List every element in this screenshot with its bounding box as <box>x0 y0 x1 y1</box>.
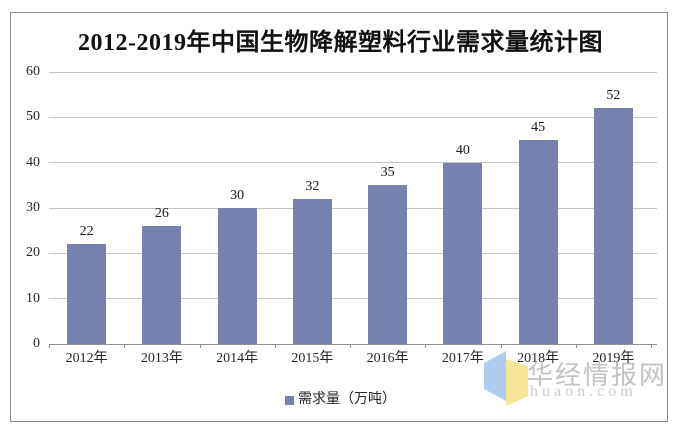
x-axis-label: 2012年 <box>65 351 108 366</box>
axis-tick <box>274 344 276 348</box>
gridline <box>49 207 657 209</box>
bar-value-label: 22 <box>79 224 94 240</box>
gridline <box>49 298 657 300</box>
y-axis-label: 0 <box>33 336 40 351</box>
y-axis-label: 50 <box>26 109 40 125</box>
y-axis-label: 10 <box>26 290 40 306</box>
x-axis-label: 2014年 <box>216 351 259 366</box>
axis-tick <box>575 344 577 348</box>
chart-frame <box>10 12 668 422</box>
legend-label: 需求量（万吨） <box>298 392 396 407</box>
x-axis-label: 2015年 <box>291 351 334 366</box>
x-axis-label: 2017年 <box>441 351 484 366</box>
axis-tick <box>350 344 351 348</box>
bar <box>142 226 182 344</box>
bar-value-label: 32 <box>305 178 320 194</box>
x-axis-line <box>49 344 657 345</box>
y-axis-label: 30 <box>26 200 40 215</box>
x-axis-label: 2019年 <box>592 351 635 366</box>
axis-tick <box>124 344 126 348</box>
x-axis-label: 2016年 <box>366 351 409 366</box>
bar <box>368 185 408 344</box>
bar <box>292 198 332 344</box>
axis-tick <box>500 344 502 348</box>
bar-value-label: 30 <box>230 188 245 203</box>
axis-tick <box>199 344 201 348</box>
gridline <box>49 162 657 164</box>
gridline <box>49 252 657 254</box>
axis-tick <box>425 344 427 348</box>
gridline <box>49 71 657 73</box>
legend: 需求量（万吨） <box>0 391 681 409</box>
gridline <box>49 116 657 118</box>
axis-tick <box>651 344 652 348</box>
bar-value-label: 40 <box>455 142 470 158</box>
chart-title: 2012-2019年中国生物降解塑料行业需求量统计图 <box>78 30 603 56</box>
x-axis-label: 2013年 <box>140 351 183 366</box>
x-axis-label: 2018年 <box>517 351 560 366</box>
bar <box>593 108 633 344</box>
legend-swatch-icon <box>285 395 294 405</box>
axis-tick <box>49 344 50 348</box>
y-axis-label: 20 <box>26 245 40 261</box>
bar <box>443 162 483 344</box>
bar-value-label: 45 <box>531 120 546 135</box>
bar-value-label: 26 <box>154 206 169 222</box>
bar <box>518 140 558 344</box>
y-axis-label: 40 <box>26 154 40 170</box>
bar <box>67 244 107 344</box>
bar-value-label: 35 <box>380 165 395 181</box>
bar-value-label: 52 <box>606 88 621 104</box>
y-axis-label: 60 <box>26 64 40 79</box>
bar <box>217 208 257 344</box>
